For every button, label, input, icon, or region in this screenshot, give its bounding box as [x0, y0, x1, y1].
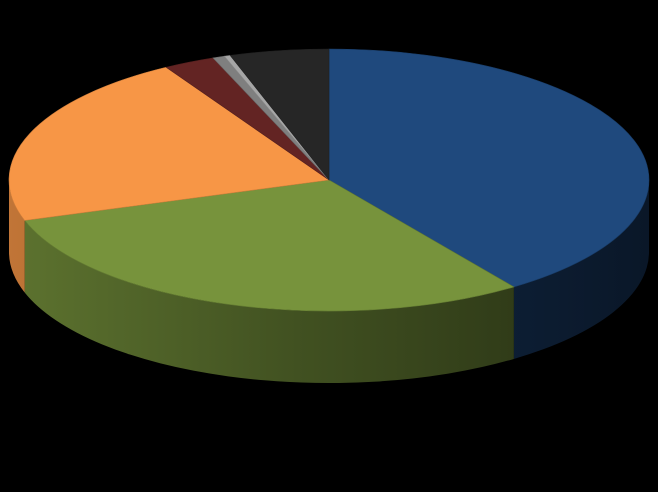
pie-slice-7[interactable] [229, 48, 330, 181]
slice-side-2 [24, 220, 514, 383]
pie-slice-3[interactable] [8, 66, 330, 221]
slice-side-3 [9, 180, 25, 293]
pie-slices [8, 48, 650, 312]
pie-sides [9, 180, 649, 383]
pie-slice-1[interactable] [328, 48, 650, 288]
slice-side-1 [513, 180, 649, 359]
pie-slice-2[interactable] [24, 179, 515, 312]
